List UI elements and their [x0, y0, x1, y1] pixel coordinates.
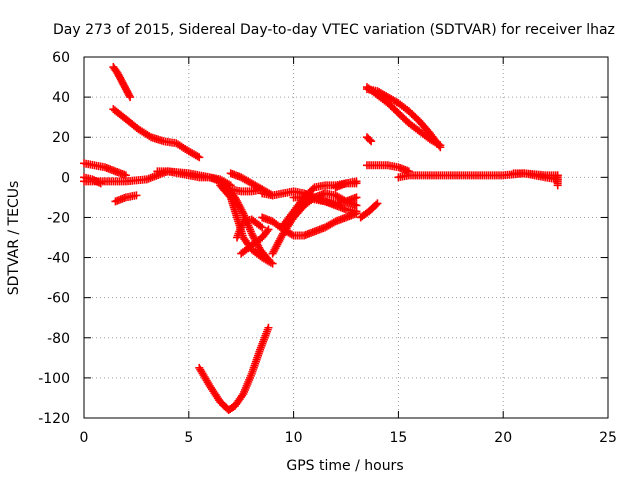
- x-tick-label: 0: [80, 430, 89, 446]
- x-tick-label: 10: [285, 430, 303, 446]
- x-tick-label: 15: [389, 430, 407, 446]
- data-point: [256, 222, 265, 231]
- data-point: [233, 198, 242, 207]
- data-point: [237, 205, 246, 214]
- data-point: [234, 200, 243, 209]
- y-tick-label: 20: [52, 130, 70, 146]
- x-tick-label: 5: [184, 430, 193, 446]
- data-point: [268, 259, 277, 268]
- data-point: [434, 140, 443, 149]
- data-point: [125, 91, 134, 100]
- data-point: [372, 200, 381, 209]
- data-point: [132, 191, 141, 200]
- series-arc-21: [362, 133, 376, 146]
- data-point: [249, 233, 258, 242]
- data-point: [309, 184, 318, 193]
- grid-lines: [84, 57, 608, 418]
- data-point: [263, 253, 272, 262]
- series-arc-24: [509, 169, 562, 184]
- data-point: [352, 177, 361, 186]
- series-arc-1: [109, 63, 135, 102]
- data-point: [231, 195, 240, 204]
- data-point: [236, 204, 245, 213]
- data-point: [352, 207, 361, 216]
- data-point: [238, 207, 247, 216]
- series-arc-13: [258, 209, 361, 240]
- data-point: [367, 137, 376, 146]
- data-point: [264, 255, 273, 264]
- data-point: [436, 141, 445, 150]
- series-arc-25: [553, 171, 562, 190]
- data-point: [195, 153, 204, 162]
- data-point: [258, 223, 267, 232]
- data-point: [365, 135, 374, 144]
- data-point: [145, 132, 154, 141]
- data-point: [248, 231, 257, 240]
- axis-ticks: 0 5 10 15 20 25 -120 -100 -80 -60 -40 -20 0 20 40 60: [38, 50, 617, 446]
- series-arc-18: [195, 323, 273, 414]
- chart-title: Day 273 of 2015, Sidereal Day-to-day VTE…: [53, 22, 615, 38]
- y-tick-label: -40: [47, 251, 70, 267]
- data-point: [235, 202, 244, 211]
- data-point: [96, 179, 105, 188]
- series-arc-17: [289, 193, 361, 208]
- y-tick-label: -60: [47, 291, 70, 307]
- data-point: [126, 93, 135, 102]
- data-point: [553, 181, 562, 190]
- series-arc-22: [362, 161, 413, 176]
- data-point: [264, 225, 273, 234]
- series-arc-5: [80, 173, 105, 188]
- x-axis-label: GPS time / hours: [286, 458, 403, 474]
- series-arc-2: [109, 105, 204, 162]
- series-arc-11: [237, 225, 273, 258]
- y-tick-label: -20: [47, 210, 70, 226]
- y-axis-label: SDTVAR / TECUs: [6, 181, 22, 296]
- series-arc-20: [362, 83, 445, 150]
- y-tick-label: 60: [52, 50, 70, 66]
- y-tick-label: -80: [47, 331, 70, 347]
- data-point: [230, 193, 239, 202]
- series-arc-26: [356, 199, 382, 222]
- y-tick-label: -100: [38, 371, 70, 387]
- x-tick-label: 25: [599, 430, 617, 446]
- data-point: [329, 218, 338, 227]
- data-point: [247, 229, 256, 238]
- data-point: [373, 199, 382, 208]
- data-point: [193, 152, 202, 161]
- data-point: [264, 323, 273, 332]
- x-tick-label: 20: [494, 430, 512, 446]
- plot-frame: [83, 56, 609, 419]
- series-arc-10: [233, 215, 267, 242]
- series-arc-27: [331, 177, 361, 192]
- y-tick-label: 0: [61, 170, 70, 186]
- data-point: [95, 178, 104, 187]
- y-tick-label: -120: [38, 411, 70, 427]
- data-point: [287, 230, 296, 239]
- series-arc-6: [111, 191, 141, 206]
- y-tick-label: 40: [52, 90, 70, 106]
- data-point: [263, 227, 272, 236]
- data-point: [232, 196, 241, 205]
- data-point: [352, 193, 361, 202]
- data-points: [80, 63, 562, 414]
